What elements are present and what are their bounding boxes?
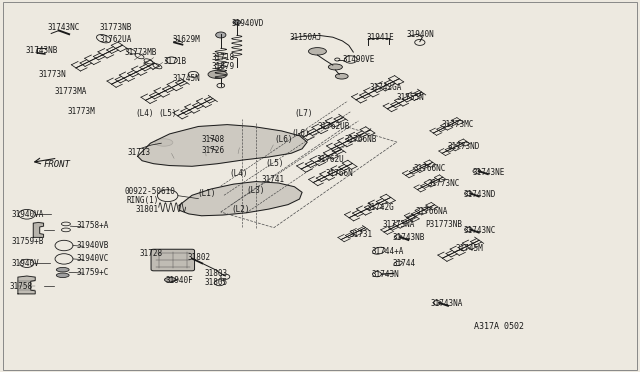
Text: 31744+A: 31744+A <box>371 247 404 256</box>
Text: 31743NE: 31743NE <box>472 168 505 177</box>
Polygon shape <box>33 222 44 237</box>
Text: 31718: 31718 <box>211 53 234 62</box>
Text: 31940VD: 31940VD <box>232 19 264 28</box>
Text: 31731: 31731 <box>349 230 372 239</box>
Text: 31766NA: 31766NA <box>416 207 449 216</box>
Ellipse shape <box>164 277 176 282</box>
Text: (L4): (L4) <box>229 169 248 178</box>
Text: 31490VE: 31490VE <box>342 55 375 64</box>
Polygon shape <box>138 125 307 166</box>
Text: 31743ND: 31743ND <box>463 190 496 199</box>
Text: 31742G: 31742G <box>366 203 394 212</box>
Text: (L6): (L6) <box>292 129 310 138</box>
Text: 31773M: 31773M <box>67 107 95 116</box>
Text: 31743NA: 31743NA <box>430 299 463 308</box>
Text: 31773NB: 31773NB <box>99 23 132 32</box>
Text: 31629M: 31629M <box>173 35 200 44</box>
Text: 31773MB: 31773MB <box>125 48 157 57</box>
Text: (L5): (L5) <box>266 159 284 168</box>
Text: 31802: 31802 <box>188 253 211 262</box>
Text: (L5): (L5) <box>159 109 177 118</box>
Text: A317A 0502: A317A 0502 <box>474 322 524 331</box>
Text: 31940VB: 31940VB <box>77 241 109 250</box>
Text: 31150AJ: 31150AJ <box>289 33 322 42</box>
Text: 31762UB: 31762UB <box>317 122 350 131</box>
Text: 31713: 31713 <box>128 148 151 157</box>
Text: 31743NC: 31743NC <box>48 23 81 32</box>
Text: 31758: 31758 <box>10 282 33 291</box>
Text: (L4): (L4) <box>136 109 154 118</box>
Text: 31940VC: 31940VC <box>77 254 109 263</box>
Text: 31762UA: 31762UA <box>99 35 132 44</box>
Text: 31745M: 31745M <box>456 244 483 253</box>
Text: 31759+B: 31759+B <box>12 237 44 246</box>
Text: 31741: 31741 <box>261 175 284 184</box>
Polygon shape <box>18 276 35 294</box>
Text: (L6): (L6) <box>274 135 292 144</box>
Text: 31773NA: 31773NA <box>383 220 415 229</box>
Text: 31773ND: 31773ND <box>448 142 481 151</box>
Text: 31879: 31879 <box>211 62 234 71</box>
Text: 31728: 31728 <box>140 249 163 258</box>
Text: 31941E: 31941E <box>366 33 394 42</box>
Text: 31766NC: 31766NC <box>413 164 446 173</box>
Text: 31940N: 31940N <box>406 30 434 39</box>
Text: 31759+C: 31759+C <box>77 268 109 277</box>
Ellipse shape <box>56 267 69 272</box>
Text: 31940VA: 31940VA <box>12 210 44 219</box>
Text: 3171B: 3171B <box>163 57 186 66</box>
Text: 31743NC: 31743NC <box>463 226 496 235</box>
Text: 31940F: 31940F <box>165 276 193 285</box>
Text: 31773MA: 31773MA <box>54 87 87 96</box>
Text: 31743NB: 31743NB <box>26 46 58 55</box>
Text: 31726: 31726 <box>202 146 225 155</box>
Text: 31762U: 31762U <box>316 155 344 164</box>
Text: 31708: 31708 <box>202 135 225 144</box>
Text: 31766N: 31766N <box>325 169 353 178</box>
Ellipse shape <box>335 73 348 79</box>
Text: (L7): (L7) <box>294 109 313 118</box>
Text: (L1): (L1) <box>197 189 216 198</box>
Text: 31742GA: 31742GA <box>370 83 403 92</box>
Circle shape <box>233 20 241 25</box>
Text: 31743N: 31743N <box>372 270 399 279</box>
Ellipse shape <box>155 139 173 146</box>
Text: 31773MC: 31773MC <box>442 120 474 129</box>
Text: 31773NC: 31773NC <box>428 179 460 188</box>
Text: 31744: 31744 <box>393 259 416 268</box>
Ellipse shape <box>328 64 342 70</box>
Text: 31745N: 31745N <box>173 74 200 83</box>
Ellipse shape <box>208 70 227 78</box>
Text: FRONT: FRONT <box>44 160 70 169</box>
Text: 31766NB: 31766NB <box>344 135 377 144</box>
Text: (L3): (L3) <box>246 186 265 195</box>
Text: RING(1): RING(1) <box>127 196 159 205</box>
Polygon shape <box>179 182 302 216</box>
Text: P31773NB: P31773NB <box>425 220 462 229</box>
Text: 31758+A: 31758+A <box>77 221 109 230</box>
FancyBboxPatch shape <box>151 249 195 271</box>
Text: 31801: 31801 <box>136 205 159 214</box>
Text: 31805: 31805 <box>205 278 228 287</box>
Text: 31743NB: 31743NB <box>393 233 426 242</box>
Text: (L2): (L2) <box>232 205 250 214</box>
Text: 00922-50610: 00922-50610 <box>125 187 175 196</box>
Ellipse shape <box>56 273 69 278</box>
Text: 31755N: 31755N <box>397 93 424 102</box>
Text: 31940V: 31940V <box>12 259 39 268</box>
Text: 31803: 31803 <box>205 269 228 278</box>
Text: 31773N: 31773N <box>38 70 66 79</box>
Circle shape <box>216 32 226 38</box>
Ellipse shape <box>308 48 326 55</box>
